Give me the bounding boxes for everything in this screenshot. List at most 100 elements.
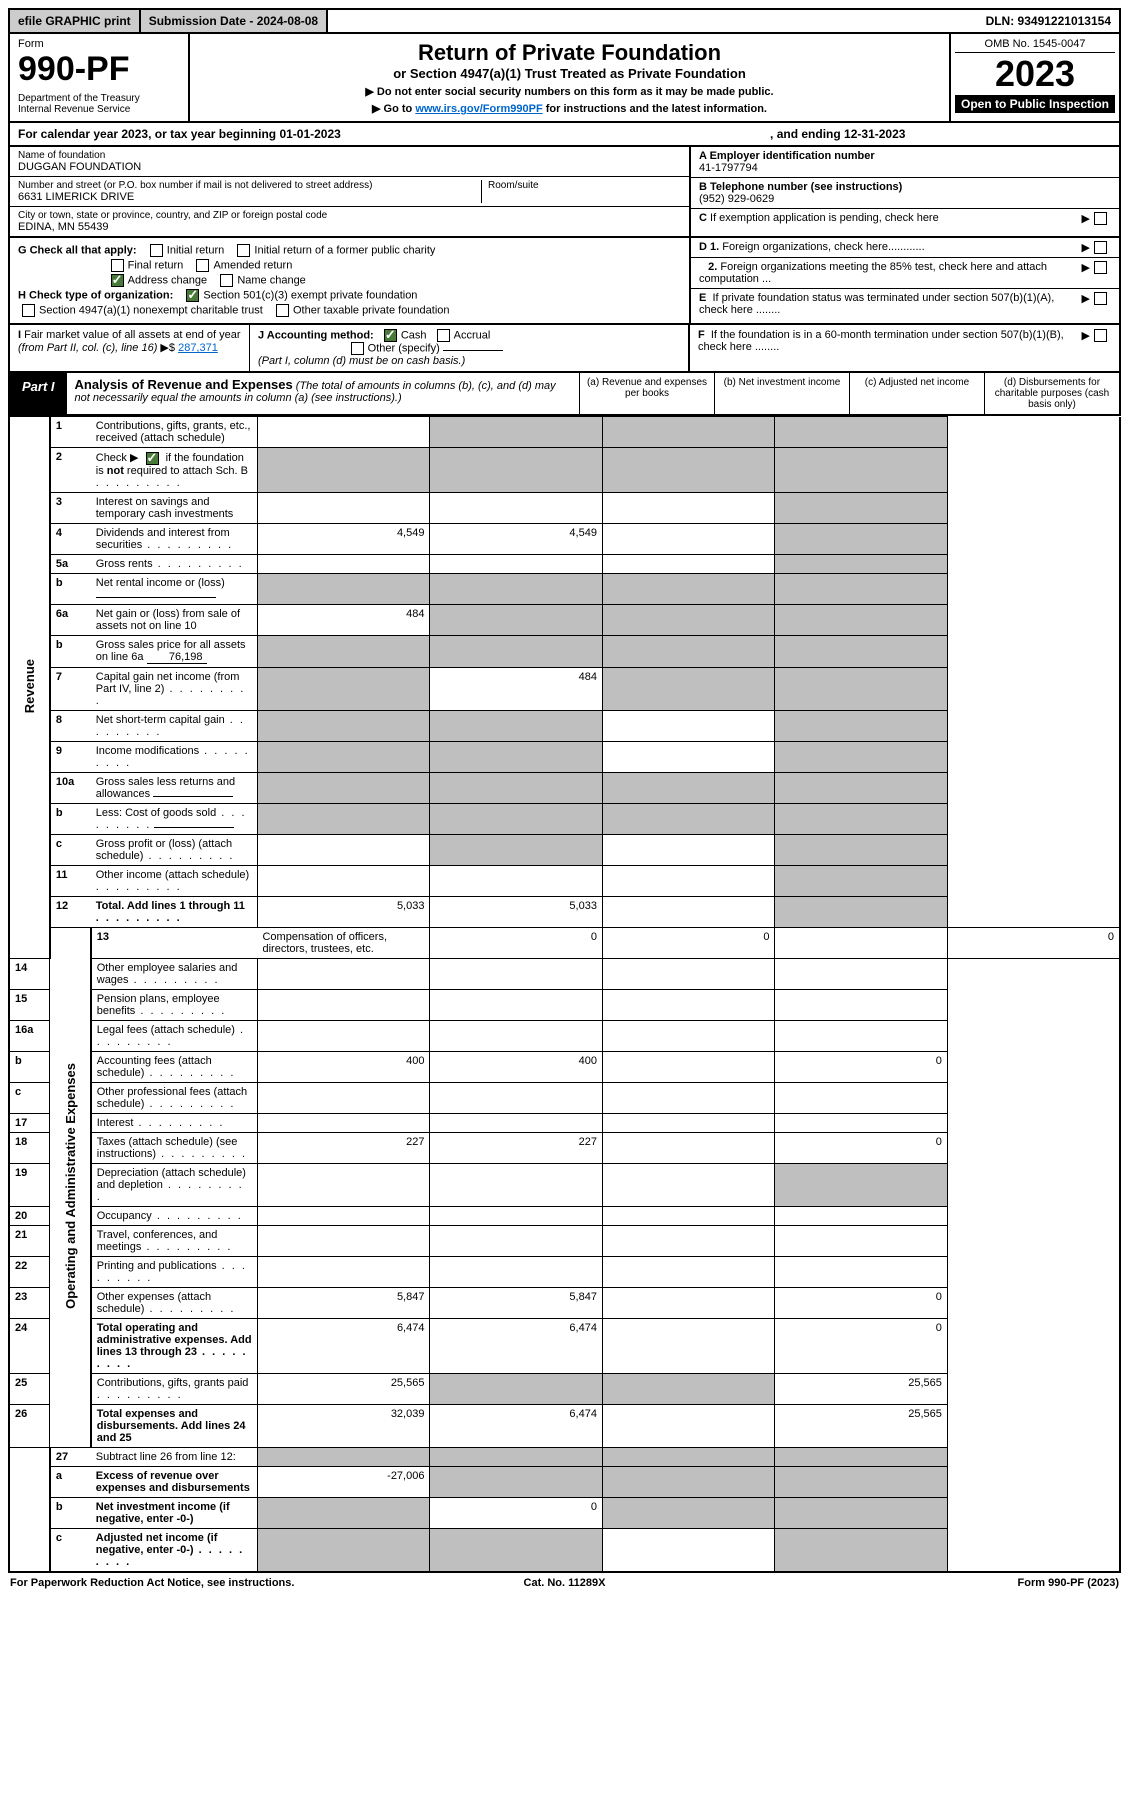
d2-checkbox[interactable] (1094, 261, 1107, 274)
cal-begin: For calendar year 2023, or tax year begi… (18, 127, 565, 141)
table-row: 2 Check ▶ if the foundation is not requi… (9, 448, 1120, 493)
foundation-name: DUGGAN FOUNDATION (18, 161, 141, 173)
exemption-pending-row: C If exemption application is pending, c… (691, 209, 1119, 228)
final-return-checkbox[interactable] (111, 259, 124, 272)
initial-former-checkbox[interactable] (237, 244, 250, 257)
name-change-checkbox[interactable] (220, 274, 233, 287)
initial-return-checkbox[interactable] (150, 244, 163, 257)
schb-checkbox[interactable] (146, 452, 159, 465)
other-method-checkbox[interactable] (351, 342, 364, 355)
4947-checkbox[interactable] (22, 304, 35, 317)
analysis-table: Revenue 1 Contributions, gifts, grants, … (8, 416, 1121, 1573)
501c3-checkbox[interactable] (186, 289, 199, 302)
l26-b: 6,474 (430, 1404, 602, 1447)
table-row: c Other professional fees (attach schedu… (9, 1082, 1120, 1113)
l26-a: 32,039 (257, 1404, 429, 1447)
g-row: G Check all that apply: Initial return I… (18, 244, 681, 257)
id-left: Name of foundation DUGGAN FOUNDATION Num… (10, 147, 689, 236)
l23-b: 5,847 (430, 1287, 602, 1318)
form990pf-link[interactable]: www.irs.gov/Form990PF (415, 103, 542, 115)
ein-value: 41-1797794 (699, 162, 758, 174)
part-1-desc: Analysis of Revenue and Expenses (The to… (67, 373, 579, 414)
l18-b: 227 (430, 1132, 602, 1163)
l27a-a: -27,006 (257, 1466, 429, 1497)
table-row: 20 Occupancy (9, 1206, 1120, 1225)
table-row: 6a Net gain or (loss) from sale of asset… (9, 604, 1120, 635)
efile-print-label[interactable]: efile GRAPHIC print (10, 10, 141, 32)
h-row: H Check type of organization: Section 50… (18, 289, 681, 302)
l26-d: 25,565 (775, 1404, 947, 1447)
address-change-checkbox[interactable] (111, 274, 124, 287)
d1-checkbox[interactable] (1094, 241, 1107, 254)
l18-a: 227 (257, 1132, 429, 1163)
l4-b: 4,549 (430, 523, 602, 554)
ein-row: A Employer identification number 41-1797… (691, 147, 1119, 178)
c-checkbox[interactable] (1094, 212, 1107, 225)
h-label: H Check type of organization: (18, 289, 173, 301)
d1-row: D 1. Foreign organizations, check here..… (691, 238, 1119, 258)
e-checkbox[interactable] (1094, 292, 1107, 305)
table-row: 12 Total. Add lines 1 through 11 5,0335,… (9, 896, 1120, 927)
j-note: (Part I, column (d) must be on cash basi… (258, 355, 465, 367)
l18-d: 0 (775, 1132, 947, 1163)
table-row: c Adjusted net income (if negative, ente… (9, 1528, 1120, 1572)
arrow-icon: ▶ (1082, 292, 1090, 316)
l13-d: 0 (947, 927, 1120, 958)
g-row-3: Address change Name change (18, 274, 681, 287)
arrow-icon: ▶ (1082, 261, 1090, 285)
form-note-1: ▶ Do not enter social security numbers o… (196, 85, 943, 98)
l24-a: 6,474 (257, 1318, 429, 1373)
fmv-f: F If the foundation is in a 60-month ter… (689, 325, 1119, 371)
table-row: b Accounting fees (attach schedule) 4004… (9, 1051, 1120, 1082)
l10a-field[interactable] (153, 796, 233, 797)
net-rental-field[interactable] (96, 597, 216, 598)
table-row: b Net rental income or (loss) (9, 573, 1120, 604)
cat-no: Cat. No. 11289X (380, 1577, 750, 1589)
other-taxable-checkbox[interactable] (276, 304, 289, 317)
l10b-field[interactable] (154, 827, 234, 828)
table-row: 21 Travel, conferences, and meetings (9, 1225, 1120, 1256)
table-row: Operating and Administrative Expenses 13… (9, 927, 1120, 958)
cash-checkbox[interactable] (384, 329, 397, 342)
other-specify-field[interactable] (443, 350, 503, 351)
check-block: G Check all that apply: Initial return I… (8, 238, 1121, 325)
l16b-a: 400 (257, 1051, 429, 1082)
fmv-j: J Accounting method: Cash Accrual Other … (250, 325, 689, 371)
table-row: 4 Dividends and interest from securities… (9, 523, 1120, 554)
accrual-checkbox[interactable] (437, 329, 450, 342)
table-row: 8 Net short-term capital gain (9, 710, 1120, 741)
phone-label: B Telephone number (see instructions) (699, 181, 902, 193)
table-row: 25 Contributions, gifts, grants paid 25,… (9, 1373, 1120, 1404)
f-checkbox[interactable] (1094, 329, 1107, 342)
l16b-b: 400 (430, 1051, 602, 1082)
table-row: b Gross sales price for all assets on li… (9, 635, 1120, 667)
l16b-d: 0 (775, 1051, 947, 1082)
l25-a: 25,565 (257, 1373, 429, 1404)
table-row: 23 Other expenses (attach schedule) 5,84… (9, 1287, 1120, 1318)
l6a-a: 484 (257, 604, 429, 635)
g-row-2: Final return Amended return (18, 259, 681, 272)
amended-return-checkbox[interactable] (196, 259, 209, 272)
city-label: City or town, state or province, country… (18, 210, 327, 221)
col-d-head: (d) Disbursements for charitable purpose… (984, 373, 1119, 414)
l27b-b: 0 (430, 1497, 602, 1528)
calendar-year-row: For calendar year 2023, or tax year begi… (8, 123, 1121, 147)
form-word: Form (18, 38, 180, 50)
street-address: 6631 LIMERICK DRIVE (18, 191, 134, 203)
open-to-public: Open to Public Inspection (955, 95, 1115, 113)
l23-a: 5,847 (257, 1287, 429, 1318)
l23-d: 0 (775, 1287, 947, 1318)
table-row: 5a Gross rents (9, 554, 1120, 573)
revenue-side-label: Revenue (9, 417, 50, 959)
l24-b: 6,474 (430, 1318, 602, 1373)
g-label: G Check all that apply: (18, 244, 137, 256)
address-row: Number and street (or P.O. box number if… (10, 177, 689, 207)
table-row: 17 Interest (9, 1113, 1120, 1132)
form-number: 990-PF (18, 50, 180, 89)
dept-treasury: Department of the TreasuryInternal Reven… (18, 93, 180, 115)
table-row: Revenue 1 Contributions, gifts, grants, … (9, 417, 1120, 448)
form-header: Form 990-PF Department of the TreasuryIn… (8, 34, 1121, 123)
opex-side-label: Operating and Administrative Expenses (50, 927, 91, 1447)
table-row: b Net investment income (if negative, en… (9, 1497, 1120, 1528)
l13-b: 0 (602, 927, 774, 958)
